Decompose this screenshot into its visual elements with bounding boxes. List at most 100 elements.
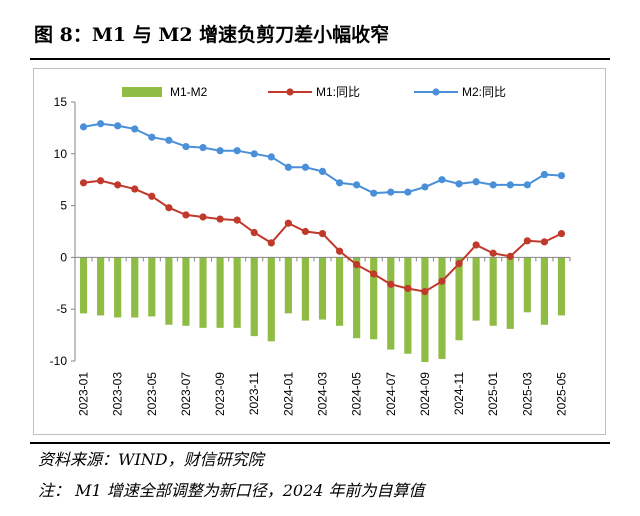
point-m2 xyxy=(182,142,190,151)
x-tick-label: 2023-05 xyxy=(145,372,159,416)
point-m1 xyxy=(370,270,378,278)
point-m2 xyxy=(250,150,258,158)
point-m1 xyxy=(165,204,173,212)
point-m1 xyxy=(182,211,190,219)
bar-m1-m2 xyxy=(404,257,412,354)
point-m1 xyxy=(523,237,531,245)
point-m1 xyxy=(557,229,566,238)
x-tick-label: 2023-01 xyxy=(77,372,91,416)
point-m1 xyxy=(438,277,446,285)
point-m2 xyxy=(284,163,292,171)
bar-m1-m2 xyxy=(250,257,258,337)
point-m1 xyxy=(216,215,224,223)
point-m2 xyxy=(267,153,275,161)
y-tick-label: -10 xyxy=(50,354,68,368)
point-m1 xyxy=(233,216,241,224)
point-m1 xyxy=(250,228,258,237)
y-tick-label: 10 xyxy=(54,147,68,161)
x-tick-label: 2023-09 xyxy=(213,372,227,416)
point-m1 xyxy=(455,260,463,268)
point-m2 xyxy=(557,171,566,180)
point-m2 xyxy=(455,180,463,188)
point-m2 xyxy=(114,122,122,130)
point-m1 xyxy=(97,177,105,185)
point-m2 xyxy=(523,181,531,189)
bar-m1-m2 xyxy=(131,257,139,318)
point-m1 xyxy=(404,284,412,293)
bar-m1-m2 xyxy=(114,257,122,318)
bar-m1-m2 xyxy=(421,257,429,363)
bar-m1-m2 xyxy=(233,257,241,328)
line-m2 xyxy=(83,122,562,195)
point-m2 xyxy=(438,176,446,184)
point-m2 xyxy=(370,189,378,197)
point-m1 xyxy=(506,252,514,260)
point-m2 xyxy=(387,188,395,196)
m1-m2-bars xyxy=(79,257,566,363)
bar-m1-m2 xyxy=(472,257,480,321)
footer-rule xyxy=(30,442,610,444)
legend-marker xyxy=(286,88,294,96)
bar-m1-m2 xyxy=(165,257,173,325)
y-tick-label: 15 xyxy=(54,95,68,109)
point-m1 xyxy=(472,241,480,249)
x-tick-label: 2025-05 xyxy=(554,372,568,416)
point-m2 xyxy=(165,136,173,144)
point-m2 xyxy=(97,120,105,128)
x-tick-label: 2025-01 xyxy=(486,372,500,416)
point-m2 xyxy=(301,163,310,171)
bar-m1-m2 xyxy=(284,257,292,314)
point-m1 xyxy=(387,280,395,288)
point-m1 xyxy=(114,181,122,189)
bar-m1-m2 xyxy=(318,257,327,320)
bar-m1-m2 xyxy=(438,257,446,359)
point-m1 xyxy=(421,287,429,296)
legend-label: M2:同比 xyxy=(462,85,506,99)
legend-marker xyxy=(432,88,440,96)
point-m2 xyxy=(404,188,412,196)
bar-m1-m2 xyxy=(335,257,344,326)
chart-title: 图 8：M1 与 M2 增速负剪刀差小幅收窄 xyxy=(34,24,390,46)
y-tick-label: 5 xyxy=(60,199,67,213)
point-m2 xyxy=(216,147,224,155)
bar-m1-m2 xyxy=(370,257,378,340)
point-m2 xyxy=(540,170,548,179)
point-m2 xyxy=(489,181,497,189)
point-m1 xyxy=(267,239,275,247)
bar-m1-m2 xyxy=(557,257,566,316)
bar-m1-m2 xyxy=(301,257,310,321)
legend-label: M1-M2 xyxy=(170,85,208,99)
point-m1 xyxy=(284,219,292,227)
bar-m1-m2 xyxy=(199,257,207,328)
point-m2 xyxy=(131,125,139,133)
bar-m1-m2 xyxy=(540,257,548,325)
bar-m1-m2 xyxy=(267,257,275,342)
point-m1 xyxy=(318,229,327,238)
point-m1 xyxy=(335,247,344,255)
legend-swatch-m1-m2 xyxy=(122,87,162,97)
bar-m1-m2 xyxy=(216,257,224,328)
bar-m1-m2 xyxy=(523,257,531,313)
x-tick-label: 2023-11 xyxy=(247,372,261,415)
legend-label: M1:同比 xyxy=(316,85,360,99)
point-m2 xyxy=(335,179,344,187)
point-m2 xyxy=(233,147,241,155)
point-m1 xyxy=(489,249,497,257)
point-m1 xyxy=(353,261,361,269)
point-m2 xyxy=(353,181,361,189)
bar-m1-m2 xyxy=(97,257,105,316)
point-m2 xyxy=(318,167,327,176)
x-tick-label: 2024-09 xyxy=(418,372,432,416)
chart-frame xyxy=(33,68,606,435)
x-tick-label: 2023-07 xyxy=(179,372,193,416)
series-lines xyxy=(79,120,566,296)
x-tick-label: 2023-03 xyxy=(111,372,125,416)
bar-m1-m2 xyxy=(489,257,497,326)
y-tick-label: -5 xyxy=(56,302,67,316)
point-m1 xyxy=(199,213,207,221)
point-m1 xyxy=(301,227,310,236)
point-m2 xyxy=(148,133,156,141)
point-m2 xyxy=(421,183,429,191)
legend: M1-M2 M1:同比 M2:同比 xyxy=(122,85,506,99)
